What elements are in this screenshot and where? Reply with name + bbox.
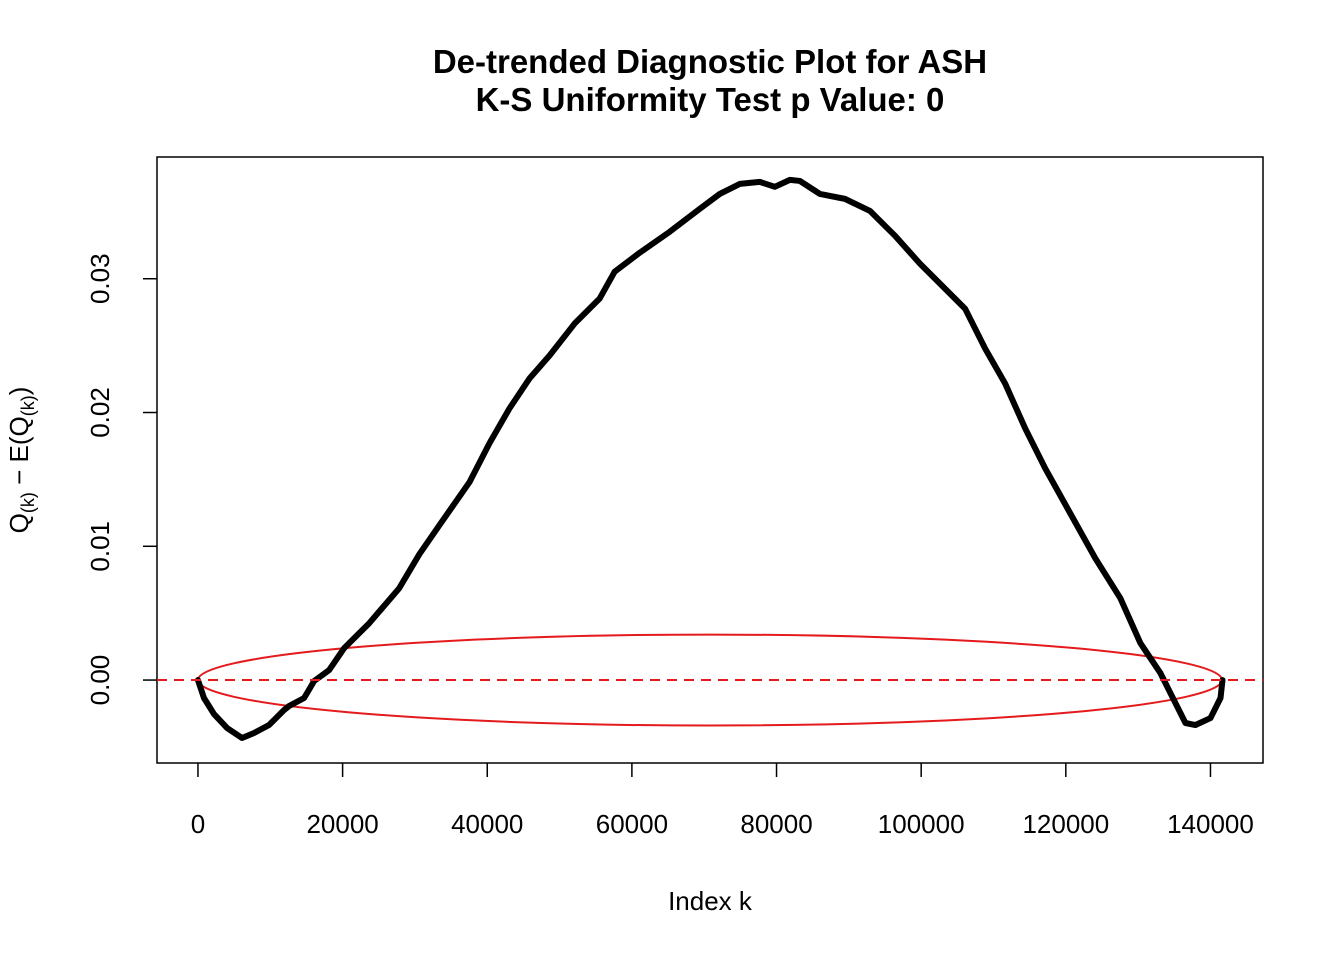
x-tick-label: 0 [191, 809, 205, 839]
chart-subtitle: K-S Uniformity Test p Value: 0 [476, 81, 945, 118]
y-label-part: (k) [18, 492, 38, 513]
y-axis-label: Q(k) − E(Q(k)) [4, 387, 38, 534]
x-axis-label: Index k [668, 886, 753, 916]
y-tick-label: 0.00 [85, 655, 115, 706]
y-label-part: Q [4, 513, 34, 533]
x-tick-label: 100000 [878, 809, 965, 839]
x-tick-label: 60000 [596, 809, 668, 839]
y-label-part: ) [4, 387, 34, 396]
x-tick-label: 20000 [306, 809, 378, 839]
y-label-part: (k) [18, 395, 38, 416]
x-tick-label: 120000 [1022, 809, 1109, 839]
y-tick-label: 0.03 [85, 253, 115, 304]
plot-frame [156, 156, 1264, 764]
x-tick-label: 140000 [1167, 809, 1254, 839]
y-tick-label: 0.02 [85, 387, 115, 438]
y-tick-label: 0.01 [85, 521, 115, 572]
y-label-part: − E(Q [4, 416, 34, 492]
data-line [194, 176, 1226, 741]
x-tick-label: 40000 [451, 809, 523, 839]
x-tick-label: 80000 [740, 809, 812, 839]
chart-title: De-trended Diagnostic Plot for ASH [433, 43, 987, 80]
